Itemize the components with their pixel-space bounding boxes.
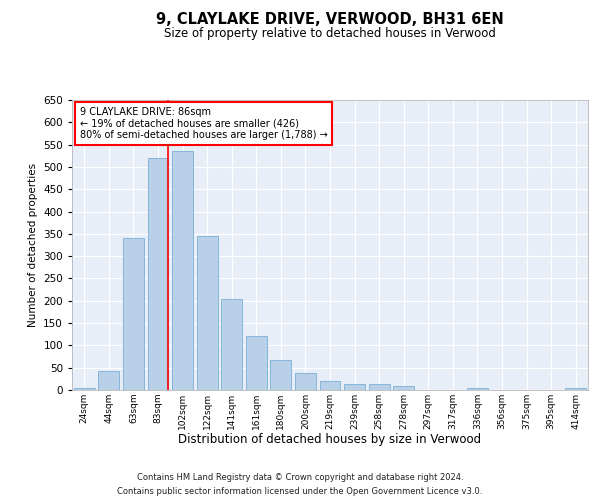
Bar (197, 236, 218, 390)
Bar (565, 388, 586, 390)
Bar (148, 158, 169, 390)
Y-axis label: Number of detached properties: Number of detached properties (28, 163, 38, 327)
Bar (123, 238, 144, 390)
Bar (74, 388, 95, 390)
Bar (172, 152, 193, 390)
Text: Size of property relative to detached houses in Verwood: Size of property relative to detached ho… (164, 28, 496, 40)
Bar (320, 381, 340, 390)
Bar (221, 298, 242, 390)
Text: 9, CLAYLAKE DRIVE, VERWOOD, BH31 6EN: 9, CLAYLAKE DRIVE, VERWOOD, BH31 6EN (156, 12, 504, 28)
Bar (246, 336, 267, 390)
Bar (271, 360, 292, 390)
Text: 9 CLAYLAKE DRIVE: 86sqm
← 19% of detached houses are smaller (426)
80% of semi-d: 9 CLAYLAKE DRIVE: 86sqm ← 19% of detache… (80, 108, 328, 140)
Bar (368, 384, 389, 390)
Bar (295, 374, 316, 390)
Bar (393, 386, 414, 390)
Text: Contains public sector information licensed under the Open Government Licence v3: Contains public sector information licen… (118, 488, 482, 496)
Bar (98, 372, 119, 390)
Bar (467, 388, 488, 390)
Bar (344, 384, 365, 390)
Text: Contains HM Land Registry data © Crown copyright and database right 2024.: Contains HM Land Registry data © Crown c… (137, 472, 463, 482)
Text: Distribution of detached houses by size in Verwood: Distribution of detached houses by size … (178, 432, 482, 446)
